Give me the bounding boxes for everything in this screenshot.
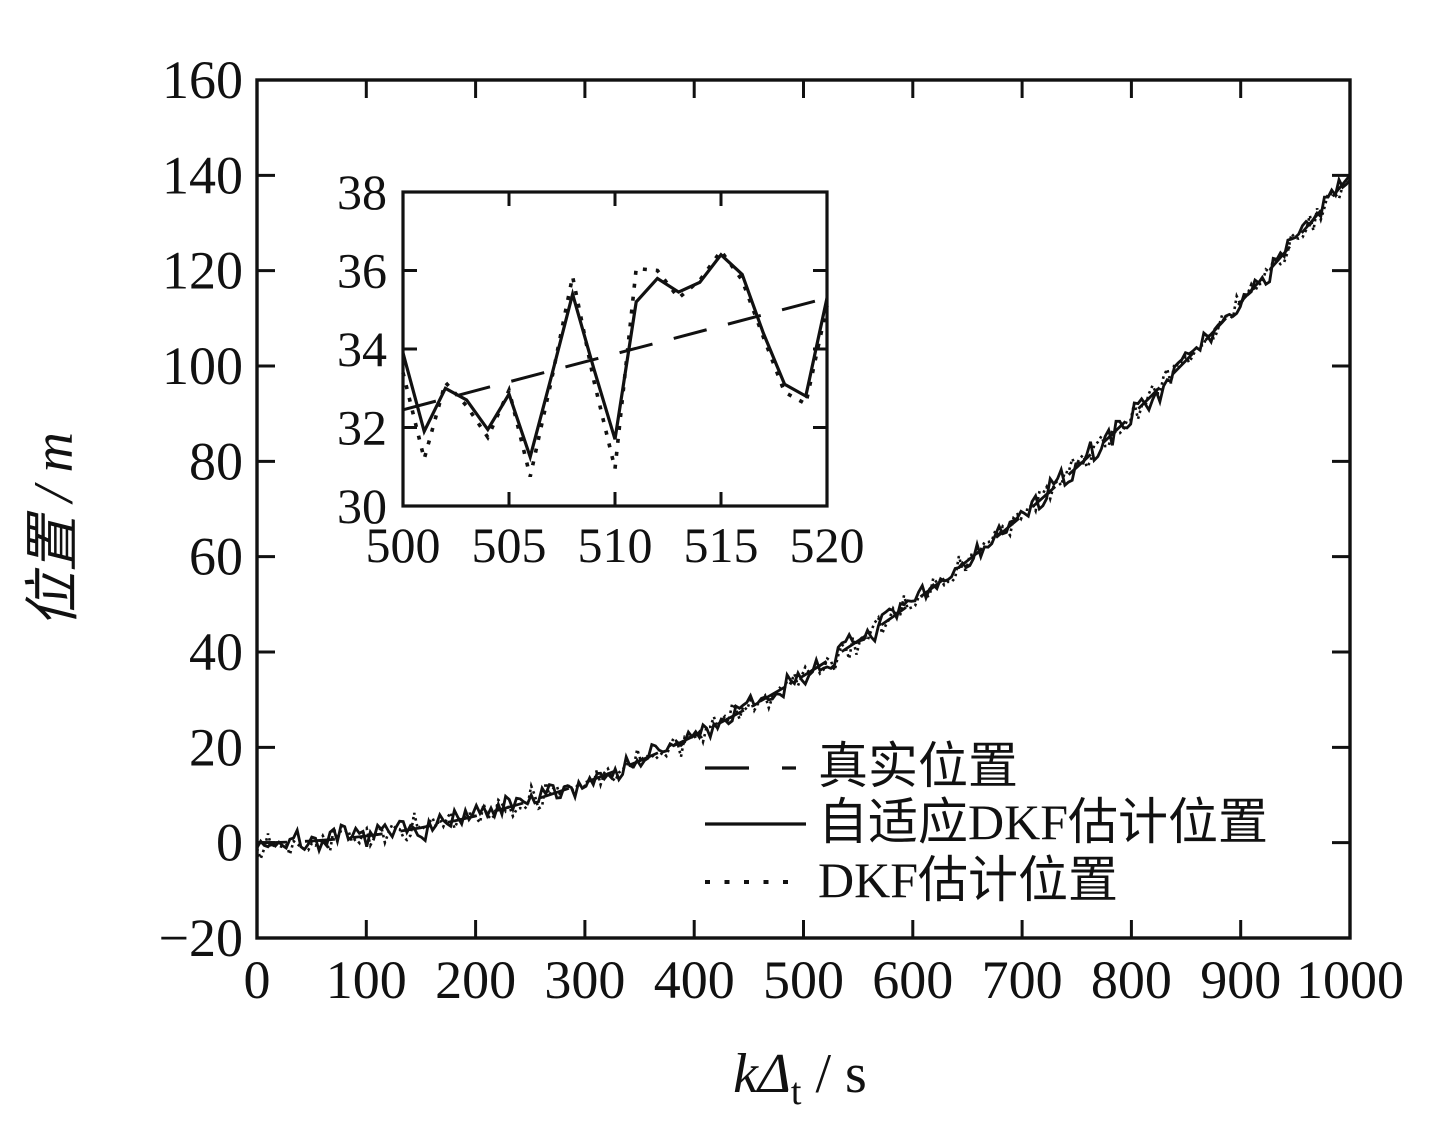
inset-x-tick-label: 500: [366, 517, 441, 573]
y-tick-label: 100: [162, 336, 243, 396]
legend-label: 真实位置: [818, 738, 1018, 794]
x-tick-label: 300: [544, 950, 625, 1010]
x-tick-label: 1000: [1296, 950, 1404, 1010]
y-tick-label: −20: [159, 908, 243, 968]
inset-y-tick-label: 32: [337, 400, 387, 456]
x-tick-label: 0: [244, 950, 271, 1010]
y-tick-label: 160: [162, 50, 243, 110]
x-tick-label: 600: [872, 950, 953, 1010]
inset-y-tick-label: 38: [337, 164, 387, 220]
inset-background: [403, 192, 827, 506]
y-tick-label: 40: [189, 622, 243, 682]
inset-x-tick-labels: 500 505 510 515 520: [366, 517, 865, 573]
y-tick-label: 60: [189, 527, 243, 587]
inset-curve-adaptive-dkf-estimate: [401, 252, 829, 463]
inset-axis-ticks: [401, 190, 829, 508]
y-tick-label: 120: [162, 241, 243, 301]
legend-item-dkf: DKF估计位置: [705, 852, 1118, 908]
legend-label: 自适应DKF估计位置: [818, 794, 1268, 850]
main-curve-dkf-estimate: [255, 178, 1351, 863]
y-tick-label: 80: [189, 431, 243, 491]
legend-item-adaptive-dkf: 自适应DKF估计位置: [705, 794, 1268, 850]
inset-y-tick-label: 36: [337, 243, 387, 299]
legend-item-true-position: 真实位置: [705, 738, 1018, 794]
main-curve-true-position: [256, 174, 1352, 845]
x-axis-title: kΔt / s: [733, 1043, 867, 1113]
inset-x-tick-label: 515: [684, 517, 759, 573]
x-tick-label: 100: [326, 950, 407, 1010]
inset-x-tick-label: 520: [790, 517, 865, 573]
inset-x-tick-label: 510: [578, 517, 653, 573]
x-tick-label: 800: [1091, 950, 1172, 1010]
inset-x-tick-label: 505: [472, 517, 547, 573]
main-curve-adaptive-dkf-estimate: [255, 175, 1352, 855]
y-tick-label: 0: [216, 813, 243, 873]
legend: 真实位置 自适应DKF估计位置 DKF估计位置: [705, 738, 1268, 908]
inset-y-tick-label: 30: [337, 478, 387, 534]
y-axis-title: 位置 / m: [23, 432, 85, 628]
x-tick-label: 400: [654, 950, 735, 1010]
inset-plot: 500 505 510 515 520 30 32 34 36 38: [337, 164, 865, 573]
y-tick-label: 140: [162, 145, 243, 205]
main-axis-ticks: [255, 78, 1352, 940]
inset-y-tick-labels: 30 32 34 36 38: [337, 164, 387, 534]
x-tick-label: 500: [763, 950, 844, 1010]
main-x-tick-labels: 0 100 200 300 400 500 600 700 800 900 1000: [244, 950, 1405, 1010]
inset-y-tick-label: 34: [337, 321, 387, 377]
x-tick-label: 200: [435, 950, 516, 1010]
legend-label: DKF估计位置: [818, 852, 1118, 908]
x-tick-label: 700: [982, 950, 1063, 1010]
x-tick-label: 900: [1200, 950, 1281, 1010]
main-plot: 0 100 200 300 400 500 600 700 800 900 1000 −200204…: [159, 50, 1404, 1010]
y-tick-label: 20: [189, 717, 243, 777]
main-y-tick-labels: −20 0 20 40 60 80 100 120 140 160: [159, 50, 243, 968]
